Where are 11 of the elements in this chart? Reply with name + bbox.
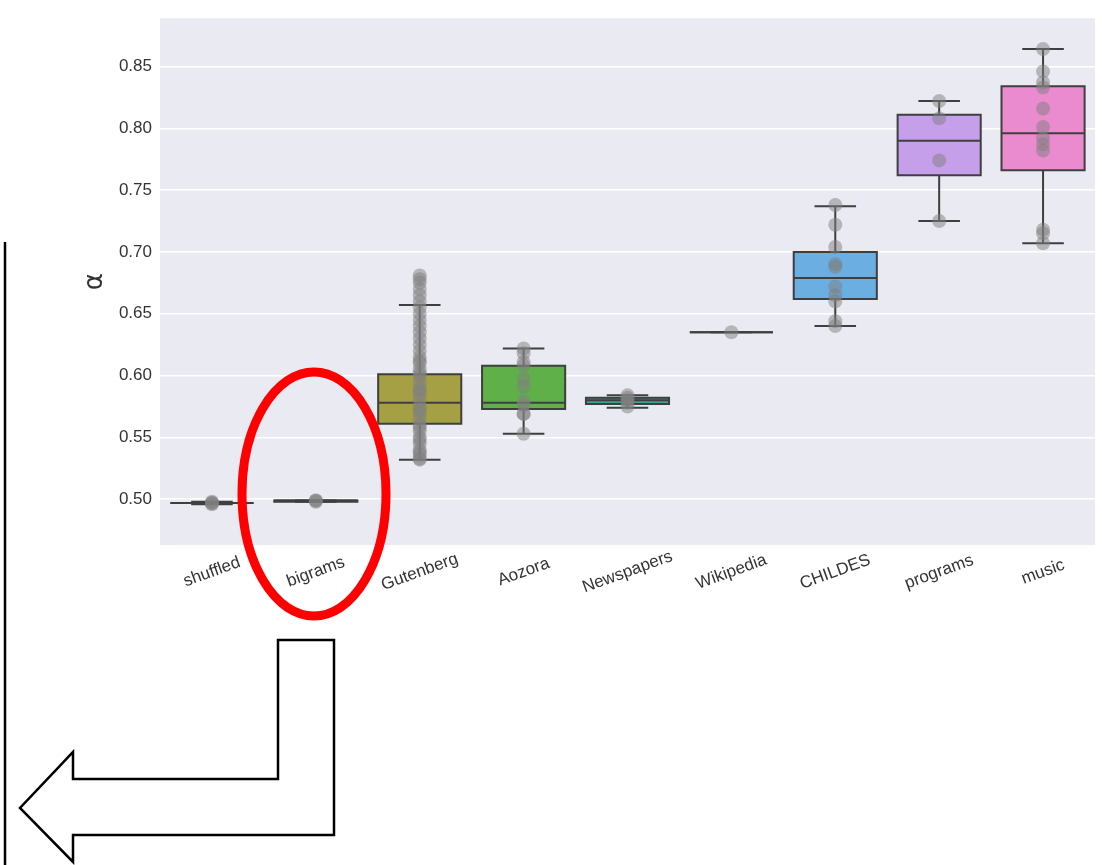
- y-tick-label: 0.65: [118, 303, 152, 323]
- x-tick-label: music: [1018, 554, 1068, 588]
- y-tick-label: 0.70: [118, 241, 152, 261]
- x-tick-label: Aozora: [494, 552, 553, 590]
- y-tick-label: 0.50: [118, 488, 152, 508]
- y-tick-label: 0.85: [118, 56, 152, 76]
- y-tick-label: 0.80: [118, 117, 152, 137]
- y-tick-label: 0.75: [118, 179, 152, 199]
- y-axis-title: α: [77, 273, 108, 291]
- y-tick-label: 0.55: [118, 427, 152, 447]
- y-tick-label: 0.60: [118, 365, 152, 385]
